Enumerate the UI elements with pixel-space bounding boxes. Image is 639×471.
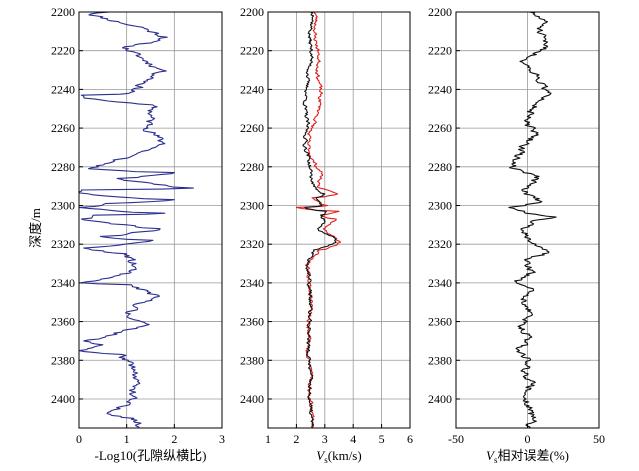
x-axis-label-vs: Vs(km/s) bbox=[316, 448, 361, 465]
x-tick-label: 5 bbox=[379, 432, 385, 446]
y-tick-label: 2300 bbox=[428, 198, 452, 212]
y-tick-label: 2380 bbox=[428, 353, 452, 367]
y-tick-label: 2380 bbox=[51, 353, 75, 367]
y-tick-label: 2260 bbox=[51, 121, 75, 135]
x-tick-label: 3 bbox=[322, 432, 328, 446]
y-tick-label: 2220 bbox=[240, 44, 264, 58]
y-tick-label: 2240 bbox=[51, 82, 75, 96]
y-tick-label: 2320 bbox=[240, 237, 264, 251]
y-tick-label: 2280 bbox=[428, 160, 452, 174]
y-tick-label: 2340 bbox=[240, 276, 264, 290]
y-tick-label: 2360 bbox=[240, 315, 264, 329]
x-tick-label: 2 bbox=[171, 432, 177, 446]
panel-frame bbox=[267, 11, 411, 429]
y-tick-label: 2220 bbox=[428, 44, 452, 58]
y-tick-label: 2300 bbox=[240, 198, 264, 212]
x-axis-label-porosity: -Log10(孔隙纵横比) bbox=[95, 448, 207, 463]
series-line-1-1 bbox=[302, 11, 337, 429]
x-tick-label: 2 bbox=[293, 432, 299, 446]
y-tick-label: 2240 bbox=[240, 82, 264, 96]
y-tick-label: 2380 bbox=[240, 353, 264, 367]
y-axis-label: 深度/m bbox=[28, 208, 43, 248]
y-tick-label: 2360 bbox=[51, 315, 75, 329]
y-tick-label: 2340 bbox=[428, 276, 452, 290]
x-tick-label: 4 bbox=[350, 432, 356, 446]
series-line-2-0 bbox=[508, 11, 557, 429]
y-tick-label: 2320 bbox=[428, 237, 452, 251]
series-line-1-0 bbox=[295, 11, 341, 429]
x-tick-label: 0 bbox=[76, 432, 82, 446]
panel-porosity: 2200 2220 2240 2260 2280 2300 2320 2340 2360 2380… bbox=[51, 5, 225, 463]
y-tick-label: 2260 bbox=[428, 121, 452, 135]
panel-vs: 2200 2220 2240 2260 2280 2300 2320 2340 2360 2380… bbox=[240, 5, 413, 465]
y-tick-label: 2280 bbox=[240, 160, 264, 174]
y-tick-label: 2300 bbox=[51, 198, 75, 212]
x-tick-label: 1 bbox=[265, 432, 271, 446]
y-tick-label: 2400 bbox=[428, 392, 452, 406]
y-tick-label: 2200 bbox=[240, 5, 264, 19]
y-tick-label: 2260 bbox=[240, 121, 264, 135]
y-tick-label: 2340 bbox=[51, 276, 75, 290]
x-tick-label: 50 bbox=[593, 432, 605, 446]
y-tick-label: 2200 bbox=[51, 5, 75, 19]
y-tick-label: 2400 bbox=[51, 392, 75, 406]
x-tick-label: 1 bbox=[124, 432, 130, 446]
y-tick-label: 2280 bbox=[51, 160, 75, 174]
y-tick-label: 2400 bbox=[240, 392, 264, 406]
y-tick-label: 2320 bbox=[51, 237, 75, 251]
series-line-0-0 bbox=[78, 11, 194, 429]
y-tick-label: 2220 bbox=[51, 44, 75, 58]
x-tick-label: -50 bbox=[448, 432, 464, 446]
panel-vs-error: 2200 2220 2240 2260 2280 2300 2320 2340 2360 2380… bbox=[428, 5, 605, 465]
panel-frame bbox=[78, 11, 223, 429]
y-tick-label: 2200 bbox=[428, 5, 452, 19]
y-tick-label: 2240 bbox=[428, 82, 452, 96]
x-tick-label: 0 bbox=[525, 432, 531, 446]
x-tick-label: 6 bbox=[407, 432, 413, 446]
y-tick-label: 2360 bbox=[428, 315, 452, 329]
x-axis-label-vs-error: Vs相对误差(%) bbox=[486, 448, 569, 465]
x-tick-label: 3 bbox=[219, 432, 225, 446]
